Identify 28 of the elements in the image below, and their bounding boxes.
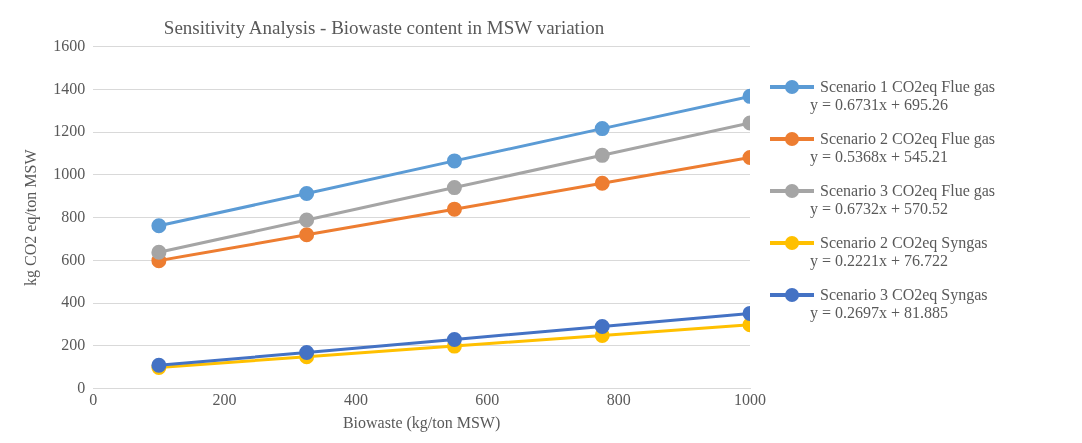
text: y = 0.6731x + 695.26 [809, 96, 950, 114]
legend-label: Scenario 3 CO2eq Flue gas [820, 182, 996, 200]
x-tick-label: 600 [475, 391, 500, 409]
x-axis-title: Biowaste (kg/ton MSW) [342, 413, 501, 432]
text: y = 0.6732x + 570.52 [809, 200, 950, 218]
y-tick-label: 400 [61, 293, 86, 311]
y-tick-label: 600 [61, 250, 86, 268]
x-tick-label: 800 [606, 391, 631, 409]
text: y = 0.5368x + 545.21 [809, 148, 950, 166]
y-tick-label: 1600 [53, 37, 86, 54]
legend-label: Scenario 2 CO2eq Syngas [820, 234, 988, 252]
legend-label: Scenario 3 CO2eq Syngas [820, 286, 988, 304]
legend-label: Scenario 2 CO2eq Flue gas [820, 130, 996, 148]
y-tick-label: 800 [61, 207, 86, 225]
x-tick-label: 1000 [734, 391, 766, 409]
x-tick-label: 200 [212, 391, 237, 409]
y-axis-title: kg CO2 eq/ton MSW [21, 148, 40, 286]
y-tick-label: 0 [77, 378, 86, 396]
y-tick-label: 200 [61, 336, 86, 354]
legend-label: Scenario 1 CO2eq Flue gas [820, 78, 996, 96]
x-tick-label: 0 [89, 391, 98, 409]
chart-title: Sensitivity Analysis - Biowaste content in MSW variation [163, 17, 605, 39]
y-tick-label: 1000 [53, 165, 86, 183]
x-tick-label: 400 [343, 391, 368, 409]
text: y = 0.2221x + 76.722 [809, 252, 950, 270]
y-tick-label: 1200 [53, 122, 86, 140]
text: y = 0.2697x + 81.885 [809, 304, 950, 322]
y-tick-label: 1400 [53, 79, 86, 97]
